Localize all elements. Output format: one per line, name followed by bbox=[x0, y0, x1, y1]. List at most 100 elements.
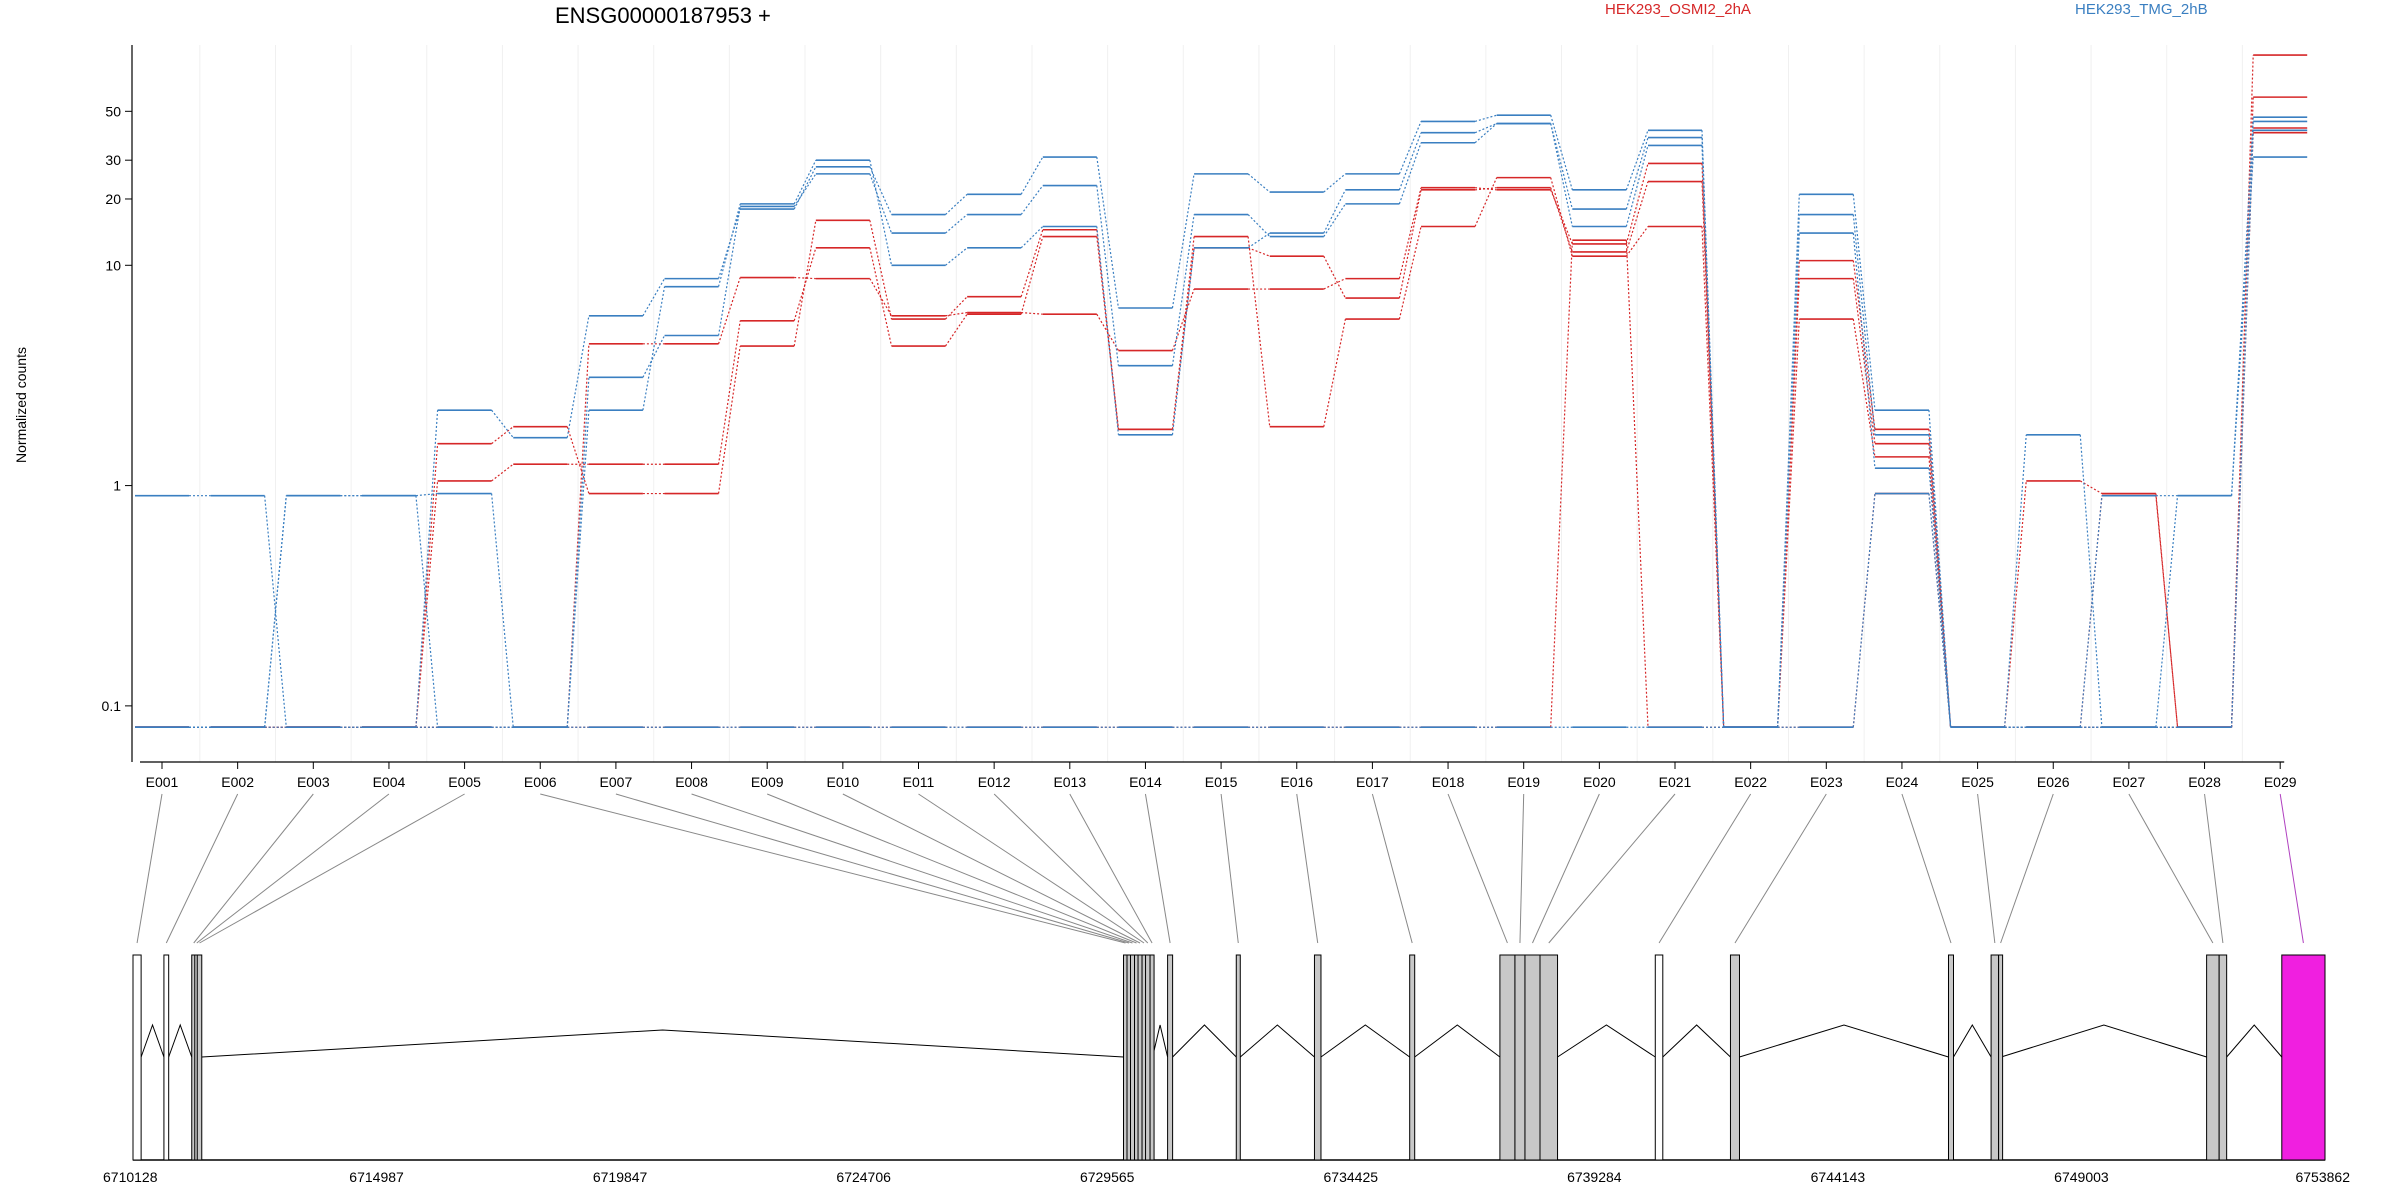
x-tick-label: E027 bbox=[2113, 774, 2146, 790]
series-connector bbox=[1247, 173, 1271, 193]
series-connector bbox=[2230, 121, 2254, 496]
series-connector bbox=[1928, 493, 1952, 728]
series-connector bbox=[1171, 236, 1195, 430]
intron-line bbox=[1739, 1024, 1949, 1058]
series-connector bbox=[945, 296, 968, 320]
series-connector bbox=[1625, 145, 1649, 227]
series-connector bbox=[1474, 123, 1498, 144]
series-connector bbox=[1171, 173, 1195, 309]
series-connector bbox=[1550, 187, 1573, 253]
series-connector bbox=[869, 247, 893, 347]
intron-line bbox=[1152, 1024, 1169, 1058]
exon-connector bbox=[842, 793, 1141, 944]
exon-box bbox=[1499, 954, 1516, 1161]
series-connector bbox=[1096, 313, 1119, 351]
exon-box bbox=[132, 954, 142, 1161]
x-tick-label: E006 bbox=[524, 774, 557, 790]
intron-line bbox=[201, 1029, 1124, 1058]
series-line bbox=[135, 96, 2308, 729]
series-connector bbox=[1701, 130, 1725, 728]
series-connector bbox=[491, 409, 514, 439]
x-tick-label: E019 bbox=[1507, 774, 1540, 790]
exon-connector bbox=[1532, 793, 1600, 944]
intron-line bbox=[140, 1023, 165, 1058]
y-tick-label: 30 bbox=[105, 152, 121, 168]
series-connector bbox=[945, 193, 968, 215]
series-connector bbox=[793, 159, 817, 205]
series-connector bbox=[1777, 214, 1800, 728]
x-tick-label: E010 bbox=[826, 774, 859, 790]
intron-line bbox=[1557, 1024, 1656, 1058]
x-tick-label: E023 bbox=[1810, 774, 1843, 790]
coordinate-label: 6724706 bbox=[836, 1169, 891, 1185]
series-connector bbox=[1323, 203, 1346, 237]
coordinate-label: 6710128 bbox=[103, 1169, 158, 1185]
exon-connector bbox=[1220, 793, 1239, 944]
series-connector bbox=[491, 463, 514, 482]
x-tick-label: E028 bbox=[2188, 774, 2221, 790]
series-connector bbox=[1625, 163, 1649, 245]
exon-connector bbox=[2128, 793, 2214, 944]
exon-connector bbox=[918, 793, 1145, 944]
series-connector bbox=[717, 320, 741, 465]
series-connector bbox=[415, 480, 439, 728]
x-tick-label: E026 bbox=[2037, 774, 2070, 790]
x-tick-label: E017 bbox=[1356, 774, 1389, 790]
x-tick-label: E001 bbox=[146, 774, 179, 790]
coordinate-label: 6753862 bbox=[2295, 1169, 2350, 1185]
intron-line bbox=[1239, 1024, 1315, 1058]
y-tick-label: 0.1 bbox=[102, 698, 122, 714]
x-tick-label: E003 bbox=[297, 774, 330, 790]
exon-connector bbox=[1519, 793, 1525, 944]
series-connector bbox=[566, 410, 590, 728]
series-connector bbox=[2079, 434, 2103, 728]
series-connector bbox=[1398, 121, 1422, 175]
exon-connector bbox=[1977, 793, 1996, 944]
intron-line bbox=[2000, 1024, 2207, 1058]
exon-connector bbox=[1734, 793, 1827, 944]
series-line bbox=[135, 122, 2308, 729]
series-connector bbox=[642, 278, 666, 317]
gene-model: 6710128 6714987 6719847 6724706 6729565 67344… bbox=[103, 954, 2350, 1185]
series-connector bbox=[1323, 173, 1346, 193]
exon-connector bbox=[1371, 793, 1413, 944]
series-connector bbox=[869, 220, 893, 320]
x-tick-label: E029 bbox=[2264, 774, 2297, 790]
exon-box bbox=[1947, 954, 1955, 1161]
exon-box bbox=[1539, 954, 1559, 1161]
series-connector bbox=[1928, 434, 1952, 728]
coordinate-label: 6714987 bbox=[349, 1169, 404, 1185]
series-connector bbox=[2230, 130, 2254, 728]
series-connector bbox=[1323, 278, 1346, 290]
series-connector bbox=[1020, 236, 1044, 315]
intron-line bbox=[2226, 1024, 2283, 1058]
exon-box bbox=[163, 954, 170, 1161]
series-connector bbox=[1550, 123, 1573, 227]
series-connector bbox=[415, 410, 439, 728]
exon-box bbox=[1998, 954, 2004, 1161]
x-tick-label: E005 bbox=[448, 774, 481, 790]
series-line bbox=[135, 131, 2308, 729]
series-connector bbox=[1852, 233, 1876, 469]
exon-connector bbox=[193, 793, 314, 944]
exon-box bbox=[2281, 954, 2326, 1161]
exon-box bbox=[1409, 954, 1416, 1161]
exon-box bbox=[1990, 954, 2000, 1161]
series-line bbox=[135, 54, 2308, 729]
series-connector bbox=[1398, 142, 1422, 205]
intron-line bbox=[168, 1023, 193, 1058]
legend-entry-tmg: HEK293_TMG_2hB bbox=[2075, 1, 2208, 18]
series-line bbox=[135, 129, 2308, 729]
series-connector bbox=[2079, 495, 2103, 728]
intron-line bbox=[1414, 1024, 1501, 1058]
exon-connector bbox=[615, 793, 1130, 944]
exon-box bbox=[1654, 954, 1664, 1161]
series-connector bbox=[566, 315, 590, 438]
axes: 0.1 1 10 20 30 50 E001 E002 E003 E004 E005 E006 E007… bbox=[102, 45, 2297, 790]
series-connector bbox=[869, 166, 893, 215]
series-connector bbox=[1096, 226, 1120, 435]
exon-connector bbox=[2000, 793, 2054, 944]
series-connector bbox=[1701, 181, 1725, 728]
exon-box bbox=[1145, 954, 1151, 1161]
